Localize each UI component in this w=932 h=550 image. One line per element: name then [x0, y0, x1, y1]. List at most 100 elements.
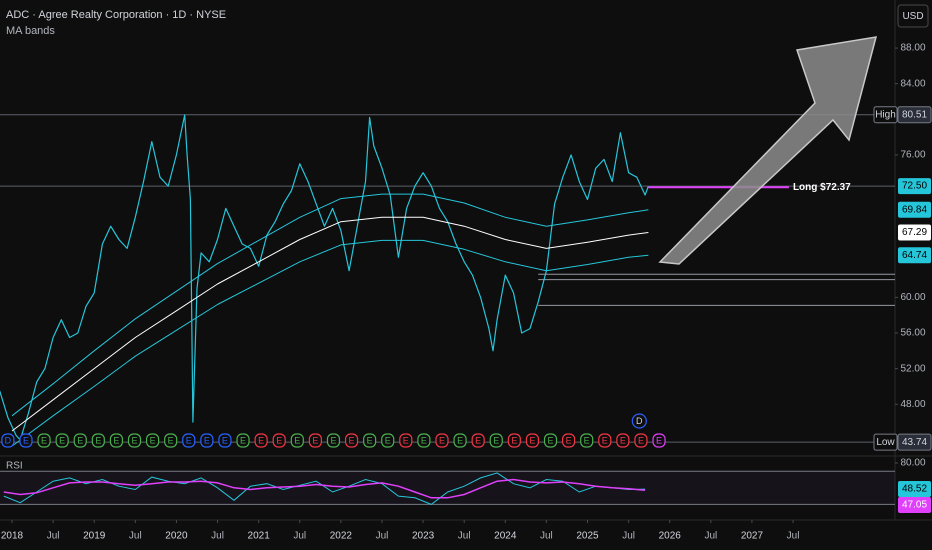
y-tick-label: 56.00: [900, 328, 925, 339]
currency-button[interactable]: [897, 4, 929, 28]
x-tick-label: Jul: [458, 531, 471, 542]
event-marker: [127, 433, 142, 448]
event-marker: [453, 433, 467, 448]
indicator-name[interactable]: MA bands: [6, 25, 55, 37]
extreme-tag: High: [875, 109, 896, 120]
extreme-tag: Low: [876, 437, 895, 448]
event-marker: [91, 433, 105, 448]
x-tick-label: 2022: [330, 531, 353, 542]
dividend-label: D: [636, 416, 643, 426]
event-label: E: [566, 435, 572, 445]
last-value-label: 64.74: [902, 250, 927, 261]
event-marker: [308, 433, 322, 448]
x-tick-label: Jul: [376, 531, 389, 542]
event-label: E: [439, 435, 445, 445]
event-label: E: [186, 435, 192, 445]
event-label: E: [294, 435, 300, 445]
event-label: E: [150, 435, 156, 445]
event-label: E: [548, 435, 554, 445]
event-marker: [489, 433, 503, 448]
currency-label[interactable]: USD: [902, 11, 923, 22]
event-marker: [652, 433, 666, 448]
y-tick-label: 52.00: [900, 363, 925, 374]
event-label: E: [23, 435, 29, 445]
price-line: [11, 193, 649, 417]
x-tick-label: 2021: [248, 531, 271, 542]
rsi-value-label: 47.05: [902, 500, 927, 511]
event-marker: [471, 433, 485, 448]
event-label: E: [584, 435, 590, 445]
extreme-tag-box: [873, 433, 898, 451]
chart-title: ADC · Agree Realty Corporation · 1D · NY…: [6, 9, 226, 21]
event-marker: [417, 433, 431, 448]
event-label: E: [656, 435, 662, 445]
x-tick-label: Jul: [211, 531, 224, 542]
position-label: Long $72.37: [793, 182, 851, 193]
event-marker: [326, 433, 341, 448]
rsi-value-box: [898, 481, 931, 498]
x-tick-label: Jul: [704, 531, 717, 542]
event-label: E: [222, 435, 228, 445]
event-label: E: [602, 435, 608, 445]
event-label: E: [421, 435, 427, 445]
rsi-band: [0, 471, 895, 505]
plot-area: Long $72.37 88.00 84.00 76.00 60.00 56.00 52.0…: [0, 43, 932, 542]
last-value-label: 69.84: [902, 204, 927, 215]
event-marker: [55, 433, 69, 448]
event-marker: [381, 433, 395, 448]
extreme-value: 80.51: [902, 109, 927, 120]
event-label: E: [511, 435, 517, 445]
rsi-value-label: 48.52: [902, 484, 927, 495]
y-tick-label: 88.00: [900, 43, 925, 54]
event-marker: [182, 433, 196, 448]
x-tick-label: 2023: [412, 531, 435, 542]
y-tick-label: 48.00: [900, 399, 925, 410]
event-label: E: [258, 435, 264, 445]
last-value-label: 72.50: [902, 181, 927, 192]
event-marker: [109, 433, 124, 448]
event-label: E: [475, 435, 481, 445]
event-label: E: [493, 435, 499, 445]
event-marker: [19, 433, 33, 448]
event-label: E: [95, 435, 101, 445]
event-marker: [73, 433, 87, 448]
extreme-value-box: [897, 433, 932, 451]
y-tick-label: 76.00: [900, 150, 925, 161]
event-label: E: [385, 435, 391, 445]
event-marker: [435, 433, 449, 448]
x-tick-label: 2027: [741, 531, 764, 542]
extreme-value: 43.74: [902, 437, 927, 448]
price-line: [11, 216, 649, 432]
event-marker: [164, 433, 178, 448]
event-marker: [1, 433, 15, 448]
event-marker: [200, 433, 214, 448]
event-marker: [37, 433, 51, 448]
x-tick-label: Jul: [622, 531, 635, 542]
event-marker: [580, 433, 594, 448]
event-label: E: [620, 435, 626, 445]
arrow-drawing: [658, 36, 878, 265]
event-label: E: [529, 435, 535, 445]
event-marker: [562, 433, 576, 448]
x-tick-label: 2026: [659, 531, 682, 542]
event-marker: [525, 433, 540, 448]
last-value-box: [898, 178, 931, 195]
event-label: E: [349, 435, 355, 445]
x-tick-label: Jul: [293, 531, 306, 542]
event-marker: [145, 433, 160, 448]
extreme-value-box: [897, 106, 932, 124]
y-tick-label: 60.00: [900, 292, 925, 303]
x-tick-label: Jul: [540, 531, 553, 542]
event-label: E: [638, 435, 644, 445]
event-label: E: [59, 435, 65, 445]
event-label: E: [312, 435, 318, 445]
y-tick-label: 84.00: [900, 78, 925, 89]
event-marker: [344, 433, 359, 448]
event-marker: [218, 433, 232, 448]
price-line: [0, 114, 649, 441]
extreme-tag-box: [873, 106, 898, 124]
event-marker: [290, 433, 304, 448]
x-tick-label: 2024: [494, 531, 517, 542]
x-tick-label: 2018: [1, 531, 24, 542]
